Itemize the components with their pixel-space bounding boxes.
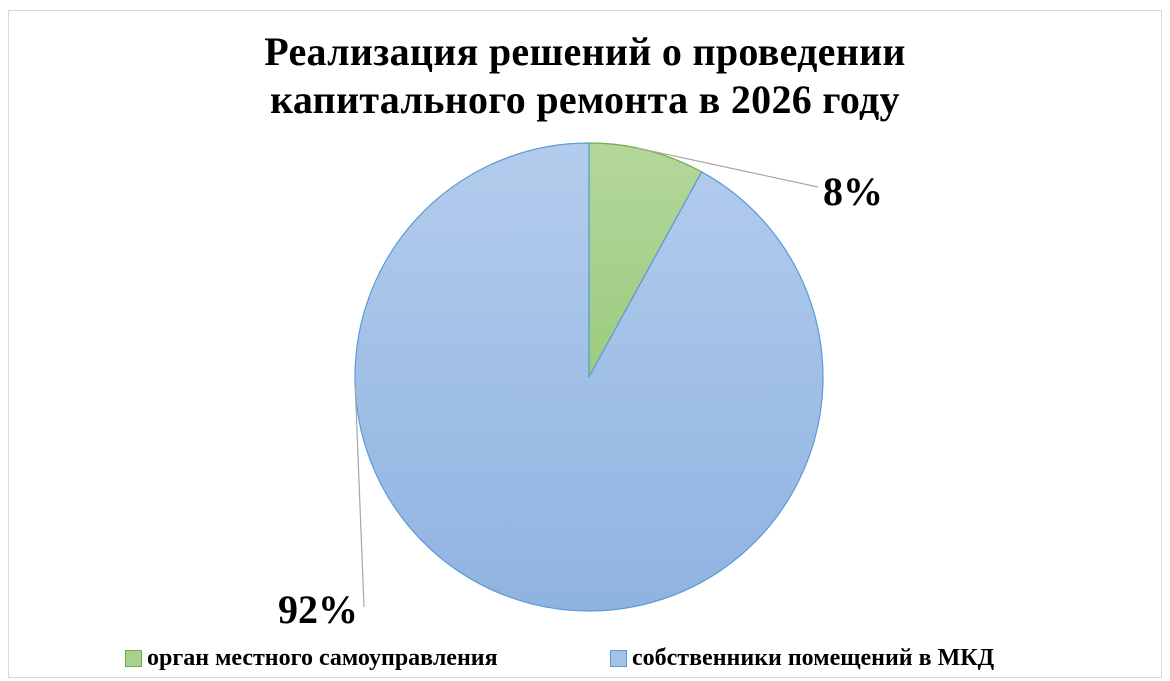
chart-title: Реализация решений о проведении капиталь… bbox=[0, 28, 1170, 124]
data-label-slice-local-government: 8% bbox=[823, 169, 883, 214]
legend-label-local-government: орган местного самоуправления bbox=[147, 644, 498, 671]
legend-item-owners: собственники помещений в МКД bbox=[610, 643, 994, 673]
legend-swatch-owners bbox=[610, 649, 627, 667]
leader-line-slice-local-government bbox=[637, 147, 819, 188]
chart-title-line-2: капитального ремонта в 2026 году bbox=[270, 77, 900, 122]
data-label-slice-owners: 92% bbox=[278, 587, 358, 632]
legend-item-local-government: орган местного самоуправления bbox=[125, 643, 498, 673]
slice-owners bbox=[354, 142, 824, 612]
chart-title-line-1: Реализация решений о проведении bbox=[264, 29, 906, 74]
chart-legend: орган местного самоуправления собственни… bbox=[0, 643, 1170, 673]
legend-label-owners: собственники помещений в МКД bbox=[632, 644, 995, 671]
legend-swatch-local-government bbox=[125, 649, 142, 667]
leader-line-slice-owners bbox=[354, 388, 365, 608]
